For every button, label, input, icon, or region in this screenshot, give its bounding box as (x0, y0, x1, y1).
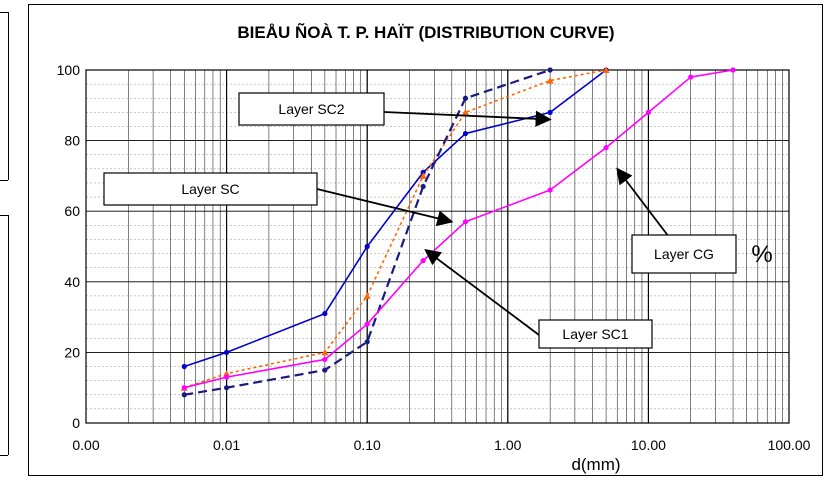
chart-frame: 0 20 40 60 80 100 0.00 0.01 0.10 1.00 10.00 100.00 … (28, 4, 823, 476)
data-point (547, 187, 553, 193)
data-point (602, 66, 610, 73)
data-point (547, 67, 553, 73)
series-line (184, 69, 607, 389)
edge-mark (0, 180, 8, 181)
annotation-arrow (616, 167, 670, 238)
tick-labels: 0 20 40 60 80 100 0.00 0.01 0.10 1.00 10.00 100.00 (57, 62, 811, 453)
data-point (224, 385, 230, 391)
y-tick-label: 0 (72, 415, 80, 431)
data-point (322, 367, 328, 373)
x-tick-label: 1.00 (494, 437, 521, 453)
data-point (322, 356, 328, 363)
data-point (688, 74, 694, 80)
x-tick-label: 0.00 (72, 437, 99, 453)
annotation-box (631, 234, 737, 274)
edge-mark (0, 215, 8, 216)
data-point (461, 108, 469, 116)
annotation-box (538, 319, 653, 349)
edge-mark (0, 12, 8, 13)
annotation-label: Layer SC2 (278, 101, 344, 117)
chart-title: BIEÅU ÑOÀ T. P. HAÏT (DISTRIBUTION CURVE… (237, 22, 614, 42)
data-point (224, 349, 230, 355)
data-point (730, 67, 736, 73)
data-point (603, 145, 609, 151)
data-point (363, 292, 371, 299)
edge-line (8, 12, 9, 180)
data-point (364, 243, 370, 250)
annotation-label: Layer SC (181, 181, 239, 197)
data-point (364, 339, 370, 345)
y-tick-label: 80 (64, 133, 80, 149)
y-tick-label: 20 (64, 344, 80, 360)
data-point (462, 130, 469, 137)
x-axis-label: d(mm) (571, 455, 620, 474)
data-point (322, 310, 328, 317)
annotation-box (103, 172, 318, 206)
x-tick-label: 0.10 (354, 437, 381, 453)
annotation-box (238, 92, 385, 126)
data-point (181, 392, 187, 398)
axes (85, 69, 790, 424)
x-tick-label: 0.01 (213, 437, 240, 453)
plot-border (85, 69, 790, 424)
edge-line (8, 215, 9, 455)
data-point (364, 321, 370, 327)
x-tick-label: 100.00 (768, 437, 811, 453)
data-point (546, 77, 554, 84)
y-tick-label: 100 (57, 62, 81, 78)
data-point (462, 219, 469, 225)
y-tick-label: 60 (64, 203, 80, 219)
x-tick-label: 10.00 (631, 437, 666, 453)
data-point (181, 363, 187, 370)
data-point (223, 370, 231, 377)
y-tick-label: 40 (64, 274, 80, 290)
edge-mark (0, 455, 8, 456)
annotation-arrow (424, 249, 540, 336)
annotation-label: Layer SC1 (562, 326, 628, 342)
annotation-label: Layer CG (654, 246, 714, 262)
annotation-arrow (316, 188, 454, 227)
data-point (420, 258, 426, 264)
data-point (321, 348, 329, 356)
data-point (547, 109, 553, 115)
data-point (419, 172, 427, 179)
data-point (645, 109, 652, 115)
data-point (462, 95, 469, 101)
annotations: Layer SC2 Layer SC Layer CG Layer SC1 (103, 92, 737, 349)
y-axis-label: % (751, 241, 772, 268)
data-point (224, 374, 230, 380)
data-point (420, 183, 426, 190)
annotation-arrow (383, 110, 552, 127)
data-point (181, 385, 187, 391)
